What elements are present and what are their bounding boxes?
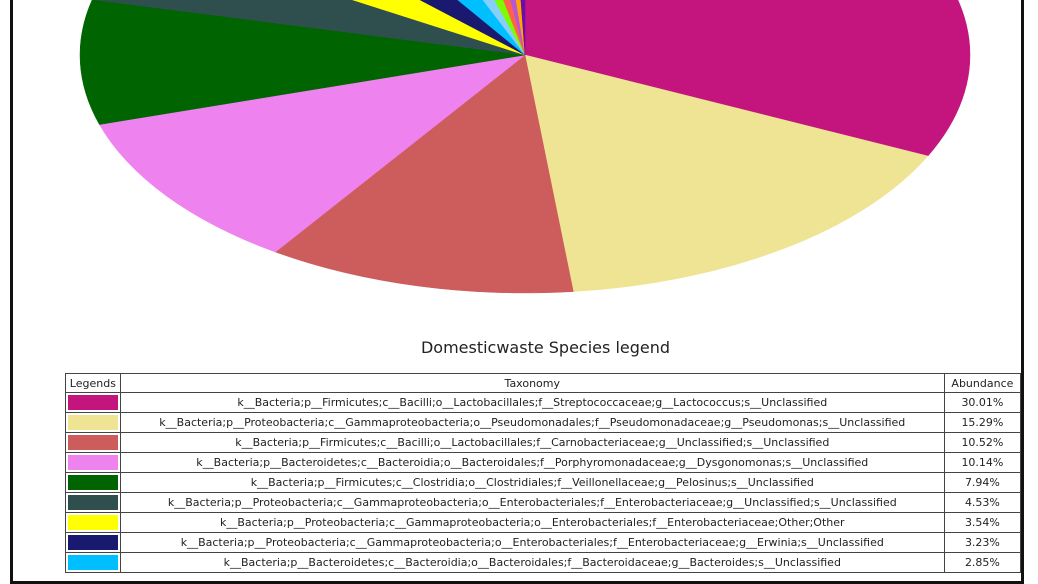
pie-slice <box>79 0 526 125</box>
legend-row: k__Bacteria;p__Proteobacteria;c__Gammapr… <box>65 412 1022 433</box>
legend-swatch-cell <box>65 472 121 493</box>
legend-abundance: 7.94% <box>943 472 1022 493</box>
legend-row: k__Bacteria;p__Proteobacteria;c__Gammapr… <box>65 512 1022 533</box>
legend-swatch-cell <box>65 512 121 533</box>
legend-swatch <box>67 515 118 530</box>
pie-slice <box>274 54 574 294</box>
legend-title: Domesticwaste Species legend <box>420 338 671 357</box>
pie-slice <box>524 54 929 292</box>
pie-slice <box>520 0 526 56</box>
pie-slice <box>482 0 526 56</box>
pie-slice <box>93 0 526 56</box>
legend-swatch <box>67 535 118 550</box>
legend-row: k__Bacteria;p__Firmicutes;c__Clostridia;… <box>65 472 1022 493</box>
legend-abundance: 30.01% <box>943 392 1022 413</box>
legend-swatch-cell <box>65 392 121 413</box>
legend-taxonomy: k__Bacteria;p__Firmicutes;c__Bacilli;o__… <box>119 392 945 413</box>
legend-taxonomy: k__Bacteria;p__Proteobacteria;c__Gammapr… <box>119 532 945 553</box>
pie-slice <box>515 0 526 56</box>
pie-slice <box>419 0 526 56</box>
legend-row: k__Bacteria;p__Firmicutes;c__Bacilli;o__… <box>65 432 1022 453</box>
pie-slice <box>510 0 526 56</box>
legend-taxonomy: k__Bacteria;p__Proteobacteria;c__Gammapr… <box>119 512 945 533</box>
legend-swatch-cell <box>65 412 121 433</box>
pie-slice <box>503 0 526 56</box>
legend-abundance: 10.14% <box>943 452 1022 473</box>
legend-swatch <box>67 555 118 570</box>
legend-taxonomy: k__Bacteria;p__Bacteroidetes;c__Bacteroi… <box>119 552 945 573</box>
legend-taxonomy: k__Bacteria;p__Bacteroidetes;c__Bacteroi… <box>119 452 945 473</box>
legend-swatch <box>67 455 118 470</box>
legend-row: k__Bacteria;p__Firmicutes;c__Bacilli;o__… <box>65 392 1022 413</box>
header-abundance: Abundance <box>943 373 1022 393</box>
pie-slice <box>457 0 526 56</box>
header-taxonomy: Taxonomy <box>119 373 945 393</box>
legend-swatch <box>67 435 118 450</box>
legend-swatch <box>67 415 118 430</box>
legend-abundance: 3.54% <box>943 512 1022 533</box>
legend-swatch <box>67 395 118 410</box>
legend-swatch <box>67 475 118 490</box>
pie-slice <box>99 54 526 253</box>
legend-taxonomy: k__Bacteria;p__Proteobacteria;c__Gammapr… <box>119 492 945 513</box>
chart-frame: Domesticwaste Species legend Legends Tax… <box>10 0 1024 584</box>
legend-header-row: Legends Taxonomy Abundance <box>65 373 1022 393</box>
legend-taxonomy: k__Bacteria;p__Firmicutes;c__Clostridia;… <box>119 472 945 493</box>
legend-swatch <box>67 495 118 510</box>
legend-row: k__Bacteria;p__Proteobacteria;c__Gammapr… <box>65 492 1022 513</box>
legend-swatch-cell <box>65 452 121 473</box>
legend-abundance: 2.85% <box>943 552 1022 573</box>
legend-abundance: 15.29% <box>943 412 1022 433</box>
legend-swatch-cell <box>65 552 121 573</box>
pie-chart <box>79 0 971 294</box>
legend-table: Legends Taxonomy Abundance k__Bacteria;p… <box>65 373 1022 573</box>
legend-abundance: 4.53% <box>943 492 1022 513</box>
legend-abundance: 10.52% <box>943 432 1022 453</box>
legend-abundance: 3.23% <box>943 532 1022 553</box>
legend-swatch-cell <box>65 492 121 513</box>
legend-row: k__Bacteria;p__Proteobacteria;c__Gammapr… <box>65 532 1022 553</box>
legend-row: k__Bacteria;p__Bacteroidetes;c__Bacteroi… <box>65 452 1022 473</box>
legend-taxonomy: k__Bacteria;p__Proteobacteria;c__Gammapr… <box>119 412 945 433</box>
legend-swatch-cell <box>65 432 121 453</box>
legend-swatch-cell <box>65 532 121 553</box>
pie-slice <box>524 0 971 157</box>
legend-row: k__Bacteria;p__Bacteroidetes;c__Bacteroi… <box>65 552 1022 573</box>
legend-taxonomy: k__Bacteria;p__Firmicutes;c__Bacilli;o__… <box>119 432 945 453</box>
pie-slice <box>352 0 526 56</box>
pie-slice <box>494 0 526 56</box>
header-legends: Legends <box>65 373 121 393</box>
